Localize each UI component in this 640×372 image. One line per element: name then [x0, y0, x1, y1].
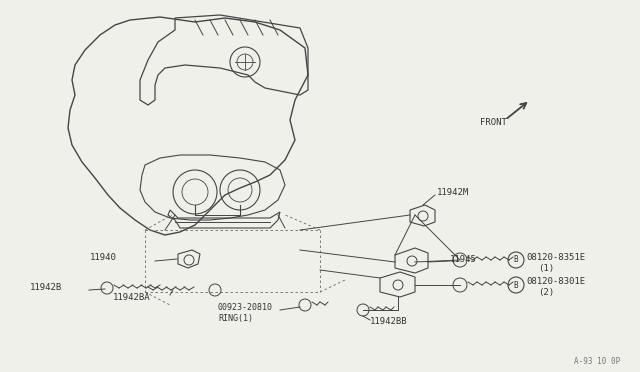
Text: B: B: [514, 280, 518, 289]
Text: B: B: [514, 256, 518, 264]
Text: 11942M: 11942M: [437, 187, 469, 196]
Text: 08120-8351E: 08120-8351E: [526, 253, 585, 262]
Text: 11945: 11945: [450, 256, 477, 264]
Text: FRONT: FRONT: [480, 118, 507, 126]
Text: 08120-8301E: 08120-8301E: [526, 278, 585, 286]
Text: (2): (2): [538, 289, 554, 298]
Text: 00923-20810: 00923-20810: [218, 304, 273, 312]
Text: 11940: 11940: [90, 253, 117, 263]
Text: A-93 10 0P: A-93 10 0P: [573, 357, 620, 366]
Text: RING(1): RING(1): [218, 314, 253, 323]
Text: 11942B: 11942B: [30, 282, 62, 292]
Text: 11942BB: 11942BB: [370, 317, 408, 327]
Text: 11942BA: 11942BA: [113, 294, 150, 302]
Text: (1): (1): [538, 263, 554, 273]
